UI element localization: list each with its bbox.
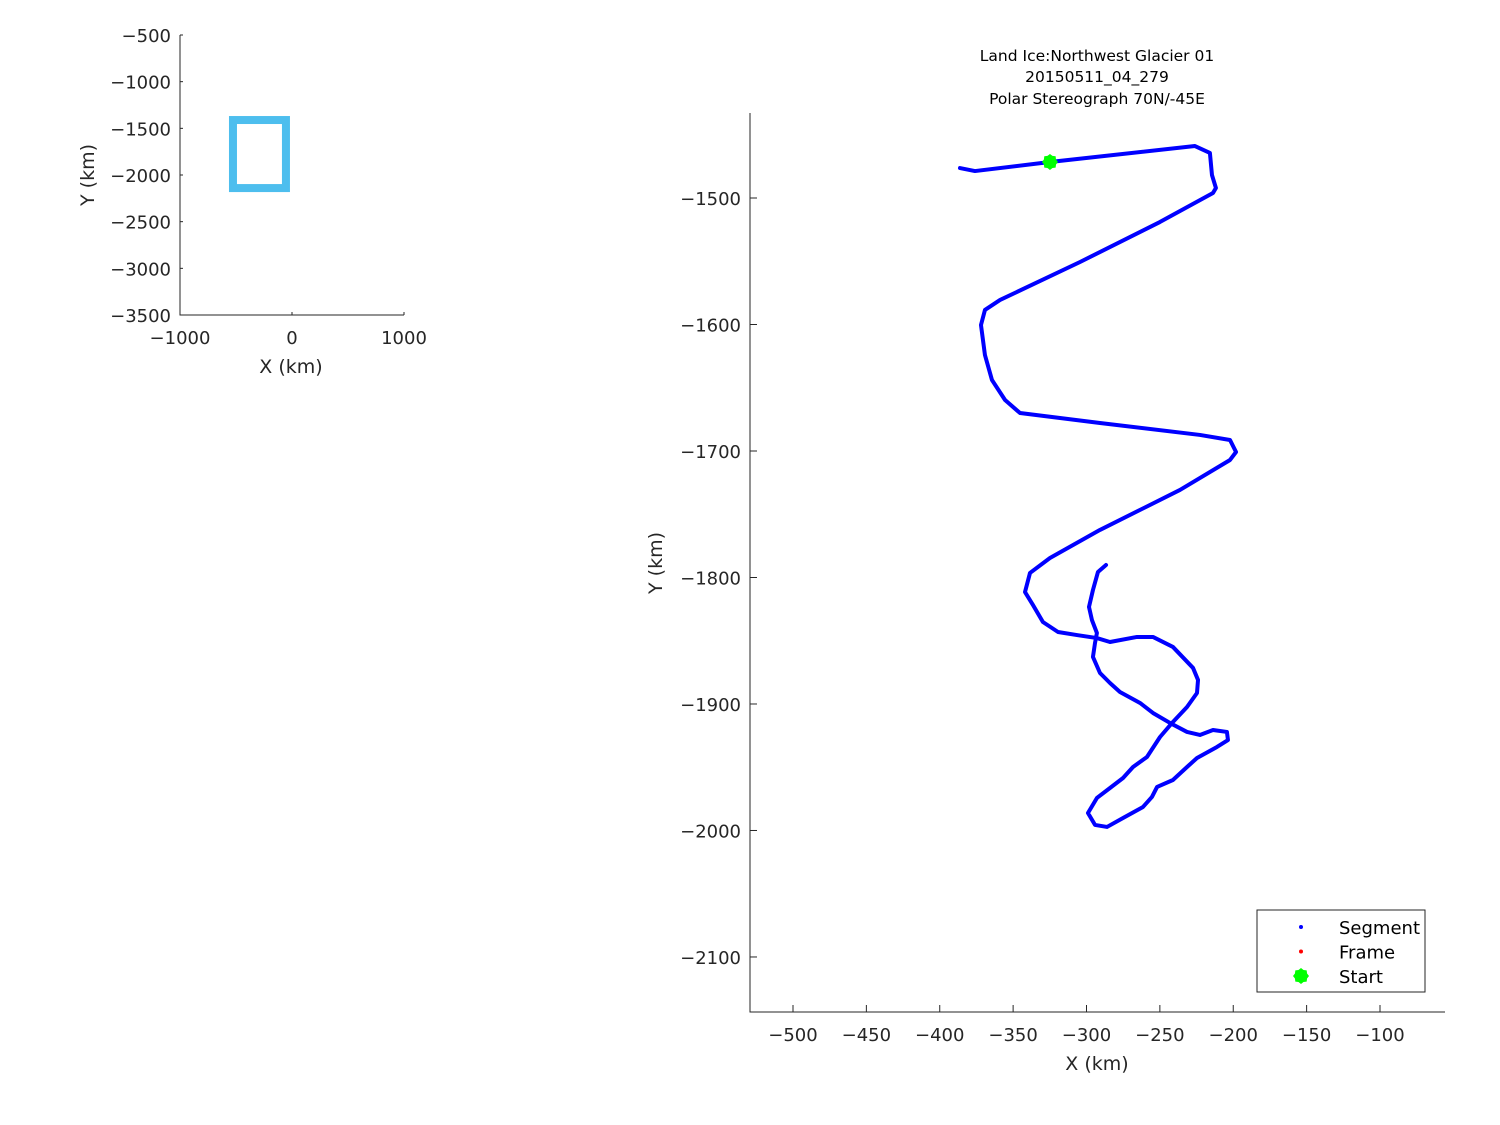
main-x-tick-label: −500 [768, 1025, 817, 1046]
inset-y-tick-label: −2000 [110, 166, 171, 187]
legend-marker-frame [1299, 949, 1303, 954]
inset-y-tick-label: −3500 [110, 306, 171, 327]
main-x-tick-label: −200 [1209, 1025, 1258, 1046]
main-y-tick-label: −1900 [680, 695, 741, 716]
title-line-2: 20150511_04_279 [1025, 68, 1169, 87]
main-axis-lines [749, 113, 1445, 1013]
title-line-3: Polar Stereograph 70N/-45E [989, 90, 1205, 108]
main-x-tick-label: −400 [915, 1025, 964, 1046]
legend-label-start: Start [1339, 967, 1383, 988]
main-x-tick-label: −250 [1135, 1025, 1184, 1046]
main-x-tick-label: −350 [988, 1025, 1037, 1046]
main-x-tick-label: −150 [1282, 1025, 1331, 1046]
main-x-label: X (km) [1065, 1053, 1128, 1075]
main-x-tick-label: −100 [1355, 1025, 1404, 1046]
main-axes: Land Ice:Northwest Glacier 01 20150511_0… [645, 47, 1445, 1075]
main-x-tick-label: −450 [842, 1025, 891, 1046]
legend-marker-segment [1299, 925, 1303, 929]
inset-x-label: X (km) [259, 356, 322, 378]
inset-x-tick-label: −1000 [150, 328, 211, 349]
legend-label-frame: Frame [1339, 943, 1395, 964]
main-y-tick-label: −1500 [680, 189, 741, 210]
main-y-tick-label: −1700 [680, 442, 741, 463]
inset-y-tick-label: −500 [122, 26, 171, 47]
title-line-1: Land Ice:Northwest Glacier 01 [980, 47, 1214, 65]
start-marker [1041, 153, 1058, 170]
main-y-tick-label: −1600 [680, 315, 741, 336]
segment-track [957, 144, 1239, 829]
main-y-tick-label: −2100 [680, 948, 741, 969]
main-y-tick-label: −1800 [680, 568, 741, 589]
inset-y-tick-label: −3000 [110, 259, 171, 280]
main-x-tick-label: −300 [1062, 1025, 1111, 1046]
inset-y-label: Y (km) [77, 144, 99, 207]
inset-x-tick-label: 1000 [381, 328, 427, 349]
inset-y-tick-label: −2500 [110, 213, 171, 234]
inset-axes: −500−1000−1500−2000−2500−3000−3500−1000 0… [77, 26, 427, 378]
legend-marker-start [1293, 968, 1309, 984]
inset-x-tick-label: 0 [286, 328, 297, 349]
main-y-label: Y (km) [645, 532, 667, 595]
inset-y-tick-label: −1000 [110, 73, 171, 94]
inset-y-tick-label: −1500 [110, 119, 171, 140]
main-y-tick-label: −2000 [680, 821, 741, 842]
inset-axis-lines [179, 35, 404, 316]
legend: Segment Frame Start [1256, 909, 1426, 993]
inset-extent-box [228, 116, 290, 193]
legend-box [1256, 909, 1426, 993]
legend-label-segment: Segment [1339, 918, 1420, 939]
